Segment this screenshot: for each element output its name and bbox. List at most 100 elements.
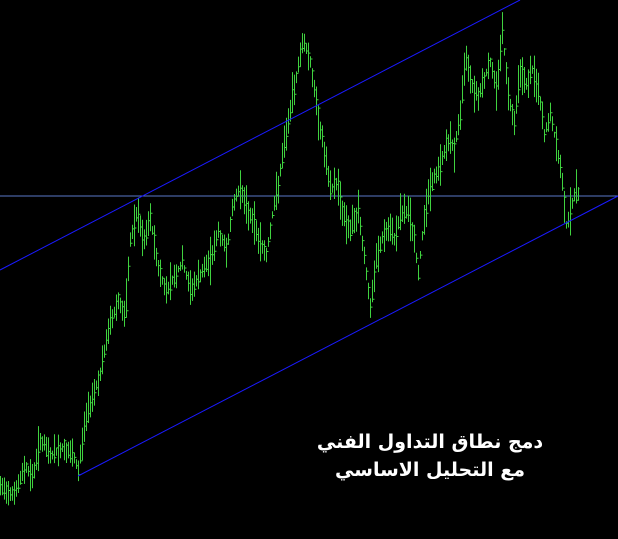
price-bar	[151, 212, 154, 235]
price-bar	[529, 55, 532, 85]
price-bar	[167, 281, 170, 295]
price-bar	[139, 213, 142, 237]
price-bar	[473, 75, 476, 113]
price-bar	[203, 256, 206, 278]
price-bar	[21, 462, 24, 484]
price-bar	[441, 151, 444, 173]
price-bar	[243, 187, 246, 215]
price-bar	[107, 318, 110, 344]
price-bar	[109, 305, 112, 335]
price-bar	[399, 193, 402, 231]
price-bar	[369, 287, 372, 318]
price-bar	[93, 379, 96, 406]
price-bar	[535, 68, 538, 103]
price-bar	[533, 55, 536, 98]
price-bar	[541, 101, 544, 130]
price-bar	[333, 167, 336, 199]
price-bar	[547, 113, 550, 132]
price-bar	[421, 231, 424, 256]
price-bar	[279, 163, 282, 186]
price-bar	[475, 81, 478, 101]
price-bar	[7, 481, 10, 506]
price-bar	[373, 260, 376, 300]
price-bar	[221, 233, 224, 246]
price-bar	[57, 434, 60, 467]
price-bar	[183, 259, 186, 273]
price-bar	[89, 395, 92, 418]
price-bar	[347, 215, 350, 239]
price-bar	[343, 202, 346, 227]
price-bar	[437, 156, 440, 181]
price-bar	[449, 121, 452, 154]
price-bar	[127, 256, 130, 312]
price-bar	[163, 277, 166, 296]
price-bar	[69, 440, 72, 463]
price-bar	[379, 236, 382, 253]
price-bar	[143, 229, 146, 250]
price-bar	[217, 221, 220, 241]
price-bar	[37, 426, 40, 472]
price-bar	[177, 265, 180, 277]
price-bar	[493, 70, 496, 89]
price-bar	[135, 207, 138, 229]
price-bar	[571, 197, 574, 215]
price-bar	[265, 246, 268, 263]
price-bar	[171, 275, 174, 291]
price-bar	[147, 211, 150, 239]
price-bar	[353, 208, 356, 234]
price-bar	[575, 169, 578, 204]
price-bar	[141, 219, 144, 257]
price-bar	[3, 477, 6, 500]
price-bar	[515, 95, 518, 127]
price-bar	[115, 294, 118, 321]
price-bar	[429, 167, 432, 212]
price-bar	[129, 232, 132, 267]
price-bar	[209, 236, 212, 286]
price-bar	[447, 134, 450, 152]
price-bar	[155, 234, 158, 267]
price-bar	[339, 180, 342, 220]
price-bar	[375, 243, 378, 273]
price-bar	[71, 438, 74, 467]
price-bar	[73, 452, 76, 464]
price-bar	[285, 117, 288, 151]
price-bar	[495, 71, 498, 111]
price-bar	[499, 34, 502, 72]
price-bar	[191, 278, 194, 301]
price-bar	[519, 59, 522, 91]
price-bar	[19, 470, 22, 489]
price-bar	[527, 69, 530, 98]
price-bar	[549, 102, 552, 124]
price-bar	[83, 411, 86, 445]
price-bar	[355, 207, 358, 232]
price-bar	[289, 99, 292, 125]
channel-lower-line	[77, 195, 618, 477]
price-bar	[145, 219, 148, 246]
price-bar	[331, 183, 334, 195]
price-bar	[123, 300, 126, 327]
price-bar	[463, 52, 466, 101]
price-bar	[175, 264, 178, 289]
price-bar	[189, 270, 192, 305]
price-bar	[261, 240, 264, 254]
price-bar	[251, 208, 254, 233]
price-bar	[335, 177, 338, 191]
price-bar	[435, 166, 438, 184]
price-bar	[297, 56, 300, 74]
price-bar	[457, 114, 460, 140]
price-bar	[215, 230, 218, 252]
price-bar	[531, 65, 534, 78]
price-bar	[53, 434, 56, 464]
price-bar	[67, 441, 70, 459]
price-bar	[45, 436, 48, 457]
price-bar	[543, 116, 546, 143]
price-bar	[461, 75, 464, 121]
price-bar	[459, 100, 462, 130]
price-bar	[137, 197, 140, 233]
price-bar	[433, 168, 436, 190]
price-bar	[23, 455, 26, 484]
price-bar	[39, 433, 42, 453]
price-bar	[237, 185, 240, 197]
price-bar	[313, 70, 316, 98]
price-bar	[5, 481, 8, 504]
